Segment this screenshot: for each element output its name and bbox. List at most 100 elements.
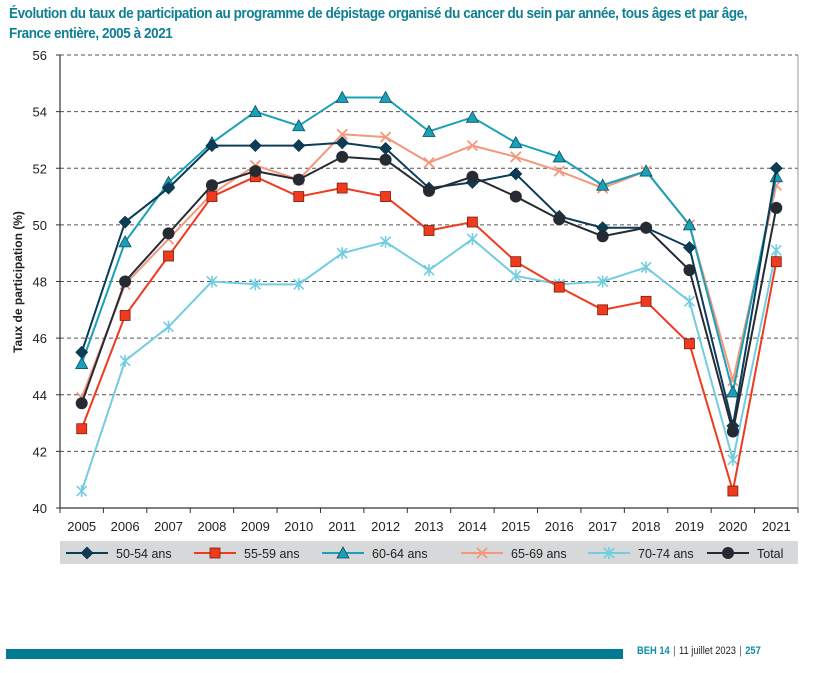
point-triangle [248, 104, 263, 118]
footer: BEH 14 | 11 juillet 2023 | 257 [637, 645, 761, 657]
legend-label: 55-59 ans [244, 547, 300, 561]
point-triangle [682, 218, 697, 231]
point-diamond [248, 139, 262, 153]
series-50-54-ans [75, 136, 783, 433]
legend-item: 65-69 ans [461, 547, 567, 561]
point-asterisk [510, 269, 522, 282]
point-circle [249, 165, 262, 178]
line-chart: Taux de participation (%) 40 42 44 46 48 50 52… [11, 48, 799, 564]
point-diamond [205, 139, 219, 153]
legend-label: 60-64 ans [372, 547, 428, 561]
point-diamond [75, 345, 89, 359]
point-asterisk [683, 295, 696, 308]
y-tick-label: 50 [33, 218, 47, 233]
x-tick-label: 2012 [371, 519, 400, 534]
point-circle [770, 201, 783, 214]
point-triangle [336, 546, 350, 559]
point-circle [726, 425, 739, 438]
point-square [76, 423, 88, 435]
point-triangle [378, 90, 393, 103]
point-triangle [769, 169, 783, 183]
point-diamond [683, 241, 696, 254]
point-square [209, 547, 221, 559]
point-square [163, 250, 174, 262]
point-asterisk [249, 278, 261, 291]
point-asterisk [423, 264, 435, 277]
x-tick-label: 2009 [241, 519, 270, 534]
point-diamond [80, 546, 94, 560]
point-circle [509, 190, 522, 203]
x-tick-label: 2011 [328, 519, 356, 534]
point-asterisk [380, 235, 392, 248]
legend-item: 50-54 ans [66, 546, 172, 561]
legend-item: 60-64 ans [322, 546, 428, 561]
point-circle [423, 184, 435, 197]
point-triangle [335, 90, 349, 103]
point-square [423, 225, 435, 236]
x-tick-label: 2006 [111, 519, 140, 534]
legend-label: 50-54 ans [116, 547, 172, 561]
point-asterisk [119, 354, 131, 367]
point-x [466, 139, 479, 152]
point-asterisk [770, 244, 782, 257]
y-tick-label: 40 [33, 501, 47, 516]
point-x [553, 165, 565, 177]
point-square [510, 256, 522, 268]
page-number: 257 [745, 645, 761, 657]
x-tick-label: 2005 [67, 519, 96, 534]
point-asterisk [603, 547, 615, 559]
point-x [476, 547, 488, 559]
y-tick-label: 46 [33, 331, 47, 346]
y-tick-label: 54 [33, 105, 47, 120]
legend-label: 70-74 ans [638, 547, 694, 561]
point-square [467, 216, 478, 228]
x-tick-label: 2014 [458, 519, 487, 534]
point-triangle [75, 356, 89, 370]
y-tick-label: 52 [33, 161, 47, 176]
point-square [553, 281, 565, 293]
point-triangle [595, 178, 610, 191]
series-line [80, 237, 778, 492]
point-x [336, 128, 348, 140]
point-x [423, 156, 435, 169]
point-circle [205, 179, 218, 192]
point-asterisk [162, 320, 175, 333]
x-tick-label: 2008 [197, 519, 226, 534]
point-triangle [292, 118, 306, 132]
series-line [80, 155, 778, 432]
series-55-59-ans [76, 171, 782, 497]
axes [56, 54, 799, 513]
legend-item: 70-74 ans [588, 547, 694, 561]
point-x [510, 151, 522, 163]
legend-item: Total [707, 547, 783, 561]
y-tick-label: 42 [33, 444, 47, 459]
legend: 50-54 ans 55-59 ans 60-64 ans 65-69 ans 70-7… [60, 541, 798, 564]
point-asterisk [727, 453, 739, 466]
issue-date: 11 juillet 2023 [678, 645, 736, 657]
series-60-64-ans [75, 90, 783, 398]
legend-item: 55-59 ans [194, 547, 300, 561]
series-line [80, 96, 778, 393]
point-diamond [509, 167, 523, 181]
point-circle [162, 227, 175, 240]
point-diamond [118, 215, 132, 229]
legend-label: Total [757, 547, 783, 561]
point-diamond [769, 161, 783, 175]
point-asterisk [206, 275, 218, 288]
x-tick-label: 2007 [154, 519, 183, 534]
series-group [75, 90, 783, 498]
point-x [379, 131, 392, 143]
x-tick-labels: 2005 2006 2007 2008 2009 2010 2011 2012 2013 2014… [67, 519, 791, 534]
point-triangle [639, 164, 653, 177]
point-asterisk [597, 275, 609, 288]
x-tick-label: 2017 [588, 519, 617, 534]
point-triangle [509, 135, 523, 149]
point-asterisk [336, 247, 348, 260]
point-circle [466, 170, 479, 183]
point-asterisk [76, 485, 88, 498]
y-axis-label: Taux de participation (%) [11, 211, 25, 353]
legend-label: 65-69 ans [511, 547, 567, 561]
point-triangle [465, 110, 480, 123]
point-square [597, 304, 609, 316]
point-triangle [552, 150, 566, 163]
